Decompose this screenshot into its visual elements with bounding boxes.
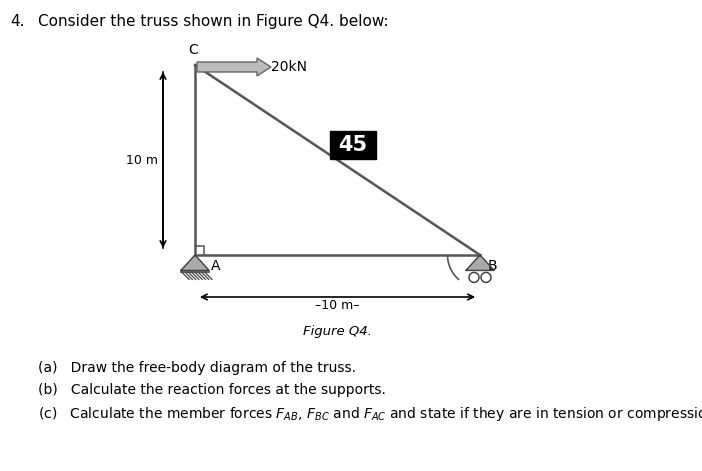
Text: (b)   Calculate the reaction forces at the supports.: (b) Calculate the reaction forces at the… (38, 383, 386, 397)
Text: (a)   Draw the free-body diagram of the truss.: (a) Draw the free-body diagram of the tr… (38, 361, 356, 375)
Circle shape (481, 272, 491, 283)
FancyArrow shape (197, 58, 271, 76)
Text: B: B (488, 259, 498, 273)
Text: (c)   Calculate the member forces $F_{AB}$, $F_{BC}$ and $F_{AC}$ and state if t: (c) Calculate the member forces $F_{AB}$… (38, 405, 702, 423)
Polygon shape (181, 255, 209, 270)
Bar (329, 131, 376, 159)
Text: –10 m–: –10 m– (315, 299, 359, 312)
Text: 4.: 4. (10, 14, 25, 29)
Text: Consider the truss shown in Figure Q4. below:: Consider the truss shown in Figure Q4. b… (38, 14, 389, 29)
Circle shape (469, 272, 479, 283)
Text: 45: 45 (338, 135, 367, 155)
Polygon shape (466, 255, 494, 270)
Text: Figure Q4.: Figure Q4. (303, 325, 372, 338)
Text: 20kN: 20kN (271, 60, 307, 74)
Text: C: C (188, 43, 198, 57)
Text: 10 m: 10 m (126, 154, 158, 167)
Text: A: A (211, 259, 220, 273)
